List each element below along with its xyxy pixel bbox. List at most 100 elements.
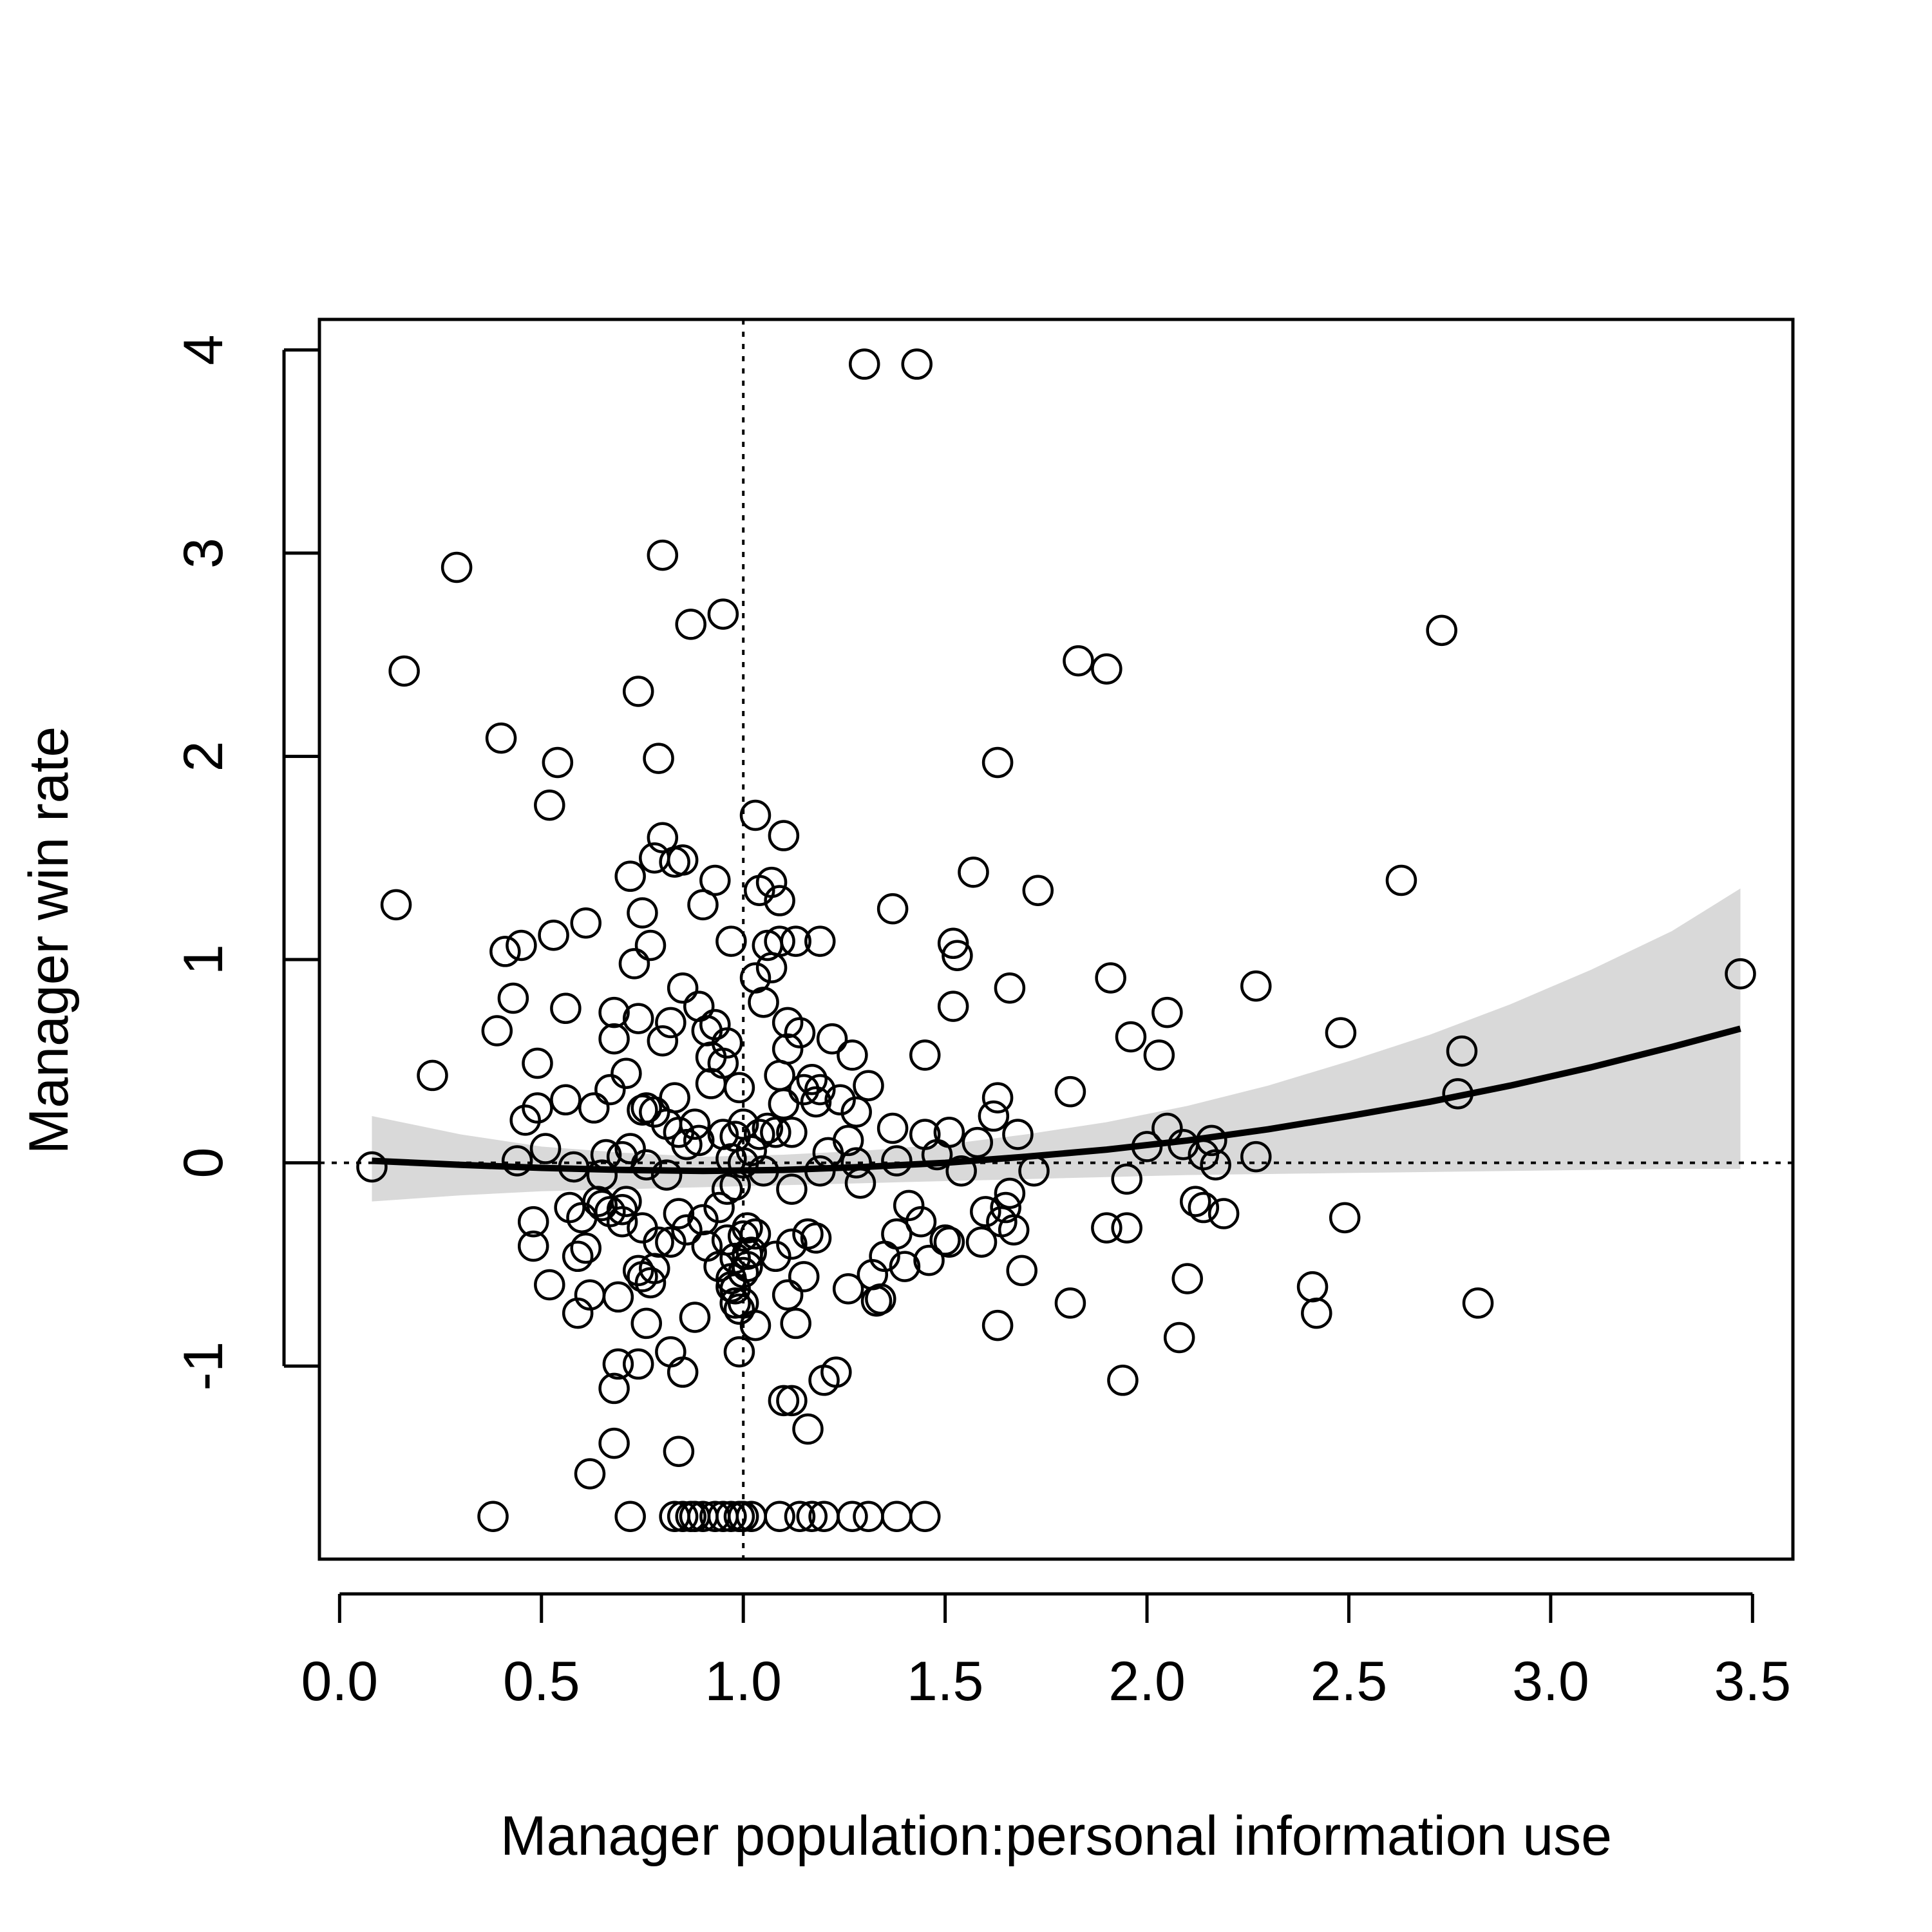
data-point [594, 1074, 626, 1106]
data-point [707, 1047, 739, 1079]
data-point [1054, 1075, 1086, 1108]
data-point [634, 1267, 667, 1299]
data-point [981, 1082, 1014, 1113]
data-point [865, 1283, 896, 1315]
y-tick-label: 4 [173, 334, 234, 365]
y-tick-label: 1 [173, 944, 234, 975]
data-point [509, 1104, 541, 1136]
data-point [1325, 1017, 1357, 1048]
data-point [679, 1108, 711, 1140]
data-point [650, 1159, 683, 1191]
data-point [667, 844, 699, 876]
data-point [776, 1228, 808, 1260]
data-point [534, 1269, 565, 1301]
data-point [1063, 645, 1094, 677]
data-point [739, 1218, 772, 1250]
data-point [388, 655, 420, 687]
data-point [703, 1191, 735, 1224]
data-point [792, 1413, 824, 1445]
data-point [574, 1458, 606, 1490]
data-point [562, 1240, 594, 1273]
data-point [1180, 1186, 1211, 1217]
x-tick-label: 2.0 [1108, 1651, 1186, 1712]
data-point [768, 1385, 800, 1417]
data-point [832, 1273, 864, 1305]
data-point [942, 940, 973, 971]
data-point [832, 1124, 864, 1157]
data-point [663, 1198, 695, 1229]
data-point [598, 1023, 630, 1055]
data-point [598, 996, 630, 1028]
y-tick-label: 2 [173, 741, 234, 772]
data-point [522, 1047, 553, 1079]
data-point [796, 1501, 828, 1532]
data-point [522, 1092, 553, 1124]
x-tick-label: 3.5 [1714, 1651, 1792, 1712]
data-point [840, 1147, 872, 1179]
data-point [876, 893, 909, 925]
y-tick-label: -1 [173, 1341, 234, 1390]
data-point [970, 1196, 1001, 1227]
x-tick-label: 2.5 [1311, 1651, 1388, 1712]
data-point [380, 889, 412, 921]
data-point [1725, 958, 1756, 990]
data-point [994, 972, 1026, 1004]
data-point [715, 925, 747, 957]
data-point [659, 1082, 690, 1113]
data-point [1111, 1212, 1142, 1244]
x-axis: 0.0 0.5 1.0 1.5 2.0 2.5 3.0 3.5 [301, 1592, 1792, 1712]
data-point [655, 1226, 687, 1258]
data-point [719, 1287, 751, 1319]
data-point [643, 1226, 674, 1258]
data-point [1111, 1163, 1142, 1195]
data-point [675, 609, 706, 640]
data-point [1188, 1191, 1220, 1224]
data-point [647, 539, 679, 571]
data-point [889, 1251, 921, 1282]
data-point [497, 982, 529, 1014]
data-point [663, 1435, 695, 1467]
data-point [1143, 1039, 1175, 1071]
data-point [606, 1206, 638, 1238]
data-point [655, 1007, 687, 1039]
data-point [627, 897, 658, 929]
data-point [440, 551, 473, 583]
data-point [739, 799, 772, 831]
data-point [998, 1214, 1030, 1246]
data-point [1095, 962, 1126, 994]
data-point [933, 1117, 965, 1148]
data-point [417, 1059, 448, 1092]
data-point [909, 1501, 941, 1532]
data-point [647, 822, 679, 853]
data-point [1426, 614, 1457, 647]
data-point [901, 348, 933, 380]
data-point [1163, 1321, 1195, 1354]
x-axis-title: Manager population:personal information … [500, 1805, 1612, 1867]
data-point [602, 1281, 634, 1313]
data-point [598, 1372, 630, 1405]
data-point [796, 1063, 828, 1095]
confidence-band [372, 888, 1741, 1202]
data-point [671, 1128, 703, 1160]
data-point [735, 1236, 767, 1268]
data-point [732, 1251, 763, 1282]
data-point [618, 948, 650, 980]
x-tick-label: 0.0 [301, 1651, 379, 1712]
confidence-band-layer [372, 888, 1741, 1202]
data-point [1301, 1297, 1332, 1329]
data-point [570, 1232, 601, 1264]
data-point [643, 743, 674, 774]
data-point [978, 1100, 1010, 1132]
data-point [683, 1124, 715, 1157]
data-point [824, 1084, 856, 1116]
data-point [788, 1074, 820, 1106]
data-point [671, 1214, 703, 1246]
data-point [622, 1003, 654, 1034]
data-point [477, 1501, 509, 1532]
data-points-layer [356, 348, 1756, 1532]
data-point [837, 1501, 868, 1532]
data-point [614, 1133, 646, 1164]
data-point [1006, 1255, 1037, 1287]
data-point [1151, 996, 1183, 1028]
